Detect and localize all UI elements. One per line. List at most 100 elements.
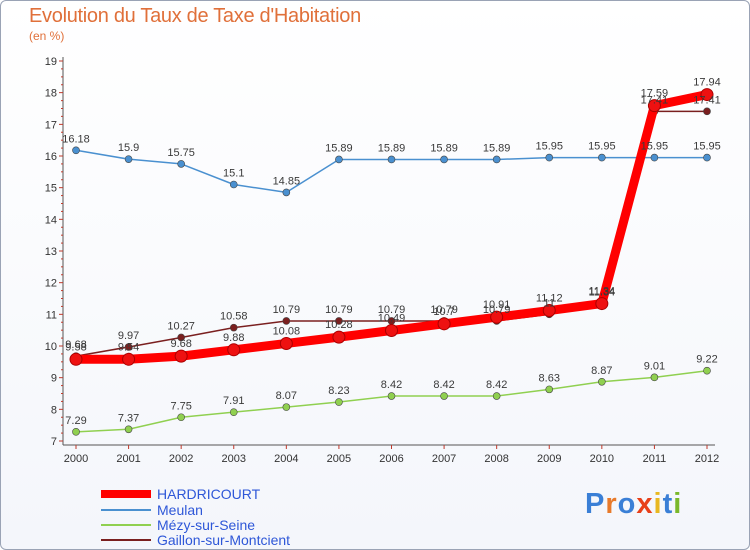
series-point xyxy=(69,352,83,366)
data-label: 8.23 xyxy=(328,385,349,397)
series-point xyxy=(387,392,396,400)
series-point xyxy=(492,392,501,400)
series-point xyxy=(332,330,346,344)
y-unit-label: (en %) xyxy=(29,29,65,43)
series-point xyxy=(227,343,241,357)
series-point xyxy=(545,153,554,162)
y-tick-label: 17 xyxy=(45,119,57,131)
series-point xyxy=(647,99,661,113)
logo-letter: P xyxy=(585,488,606,520)
series-point xyxy=(124,155,133,163)
series-point xyxy=(387,155,396,164)
series-point xyxy=(122,352,136,366)
legend-label: HARDRICOURT xyxy=(157,486,261,502)
data-label: 10.28 xyxy=(325,319,353,331)
data-label: 17.41 xyxy=(693,94,721,106)
data-label: 9.58 xyxy=(65,341,86,353)
y-tick-label: 8 xyxy=(51,404,57,416)
data-label: 8.42 xyxy=(381,379,402,391)
data-label: 16.18 xyxy=(62,133,90,145)
x-tick-label: 2002 xyxy=(169,453,193,465)
data-label: 15.95 xyxy=(535,141,563,153)
data-label: 15.75 xyxy=(167,147,195,159)
data-label: 7.75 xyxy=(170,400,191,412)
data-label: 8.87 xyxy=(591,365,612,377)
series-point xyxy=(124,425,133,434)
series-point xyxy=(335,398,343,406)
legend-label: Gaillon-sur-Montcient xyxy=(157,532,290,548)
series-point xyxy=(229,180,238,189)
data-label: 9.22 xyxy=(696,354,717,366)
series-point xyxy=(177,160,185,168)
y-tick-label: 10 xyxy=(45,341,57,353)
data-label: 10.79 xyxy=(378,304,406,316)
series-point xyxy=(490,310,504,324)
series-point xyxy=(124,343,133,351)
data-label: 10.27 xyxy=(167,320,195,332)
data-label: 15.89 xyxy=(378,142,406,154)
data-label: 17.41 xyxy=(641,94,669,106)
series-point xyxy=(703,107,711,116)
data-label: 15.89 xyxy=(430,142,458,154)
data-label: 9.68 xyxy=(170,338,191,350)
data-label: 9.88 xyxy=(223,332,244,344)
data-label: 15.95 xyxy=(641,141,669,153)
x-tick-label: 2012 xyxy=(695,453,719,465)
series-point xyxy=(700,88,714,102)
y-tick-label: 12 xyxy=(45,278,57,290)
series-point xyxy=(72,146,80,155)
series-point xyxy=(229,323,238,332)
series-point xyxy=(282,317,291,325)
series-point xyxy=(72,428,80,436)
data-label: 14.85 xyxy=(273,175,301,187)
series-layer xyxy=(69,88,714,436)
y-tick-label: 14 xyxy=(45,214,57,226)
series-point xyxy=(492,155,501,164)
data-label: 8.07 xyxy=(276,390,297,402)
data-label: 15.95 xyxy=(588,141,616,153)
logo-letter: r xyxy=(605,488,618,520)
x-tick-label: 2007 xyxy=(432,453,456,465)
y-tick-label: 18 xyxy=(45,88,57,100)
y-tick-label: 19 xyxy=(45,56,57,68)
data-label: 8.42 xyxy=(486,379,507,391)
x-tick-label: 2001 xyxy=(116,453,140,465)
data-label: 15.9 xyxy=(118,142,139,154)
data-label: 7.29 xyxy=(65,415,86,427)
data-label: 10.58 xyxy=(220,311,248,323)
x-tick-label: 2000 xyxy=(64,453,88,465)
x-tick-label: 2008 xyxy=(484,453,508,465)
series-point xyxy=(598,153,606,162)
data-label: 15.95 xyxy=(693,141,721,153)
data-label: 9.68 xyxy=(65,339,86,351)
y-tick-label: 15 xyxy=(45,183,57,195)
data-label: 8.63 xyxy=(539,372,560,384)
series-point xyxy=(440,155,448,164)
series-point xyxy=(542,304,556,318)
y-tick-label: 9 xyxy=(51,373,57,385)
data-label: 11.34 xyxy=(588,286,615,298)
logo-letter: t xyxy=(662,488,674,520)
proxiti-logo: Proxiti xyxy=(585,488,682,521)
series-point xyxy=(595,297,609,311)
data-labels: 9.58 9.54 9.68 9.88 10.08 10.28 10.49 10.7 10.91… xyxy=(62,77,721,427)
x-tick-label: 2006 xyxy=(379,453,403,465)
logo-letter: x xyxy=(636,488,654,520)
series-point xyxy=(440,392,448,400)
data-label: 11.34 xyxy=(588,287,615,299)
series-point xyxy=(229,408,238,416)
series-point xyxy=(545,385,554,394)
data-label: 10.7 xyxy=(433,306,454,318)
x-tick-label: 2003 xyxy=(222,453,246,465)
legend-label: Meulan xyxy=(157,502,203,518)
series-point xyxy=(385,323,398,337)
data-label: 10.79 xyxy=(430,304,458,316)
series-point xyxy=(437,317,451,331)
data-label: 9.01 xyxy=(644,360,665,372)
series-point xyxy=(598,377,606,386)
data-label: 7.37 xyxy=(118,412,139,424)
data-label: 10.79 xyxy=(325,304,353,316)
y-tick-label: 11 xyxy=(46,309,57,321)
series-point xyxy=(703,366,711,375)
